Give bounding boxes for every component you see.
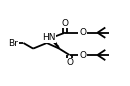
Text: O: O	[61, 19, 69, 28]
Text: O: O	[66, 58, 73, 67]
Text: O: O	[79, 51, 86, 60]
Text: Br: Br	[8, 39, 18, 47]
Text: O: O	[79, 28, 86, 37]
Polygon shape	[50, 37, 59, 49]
Text: HN: HN	[42, 33, 56, 42]
